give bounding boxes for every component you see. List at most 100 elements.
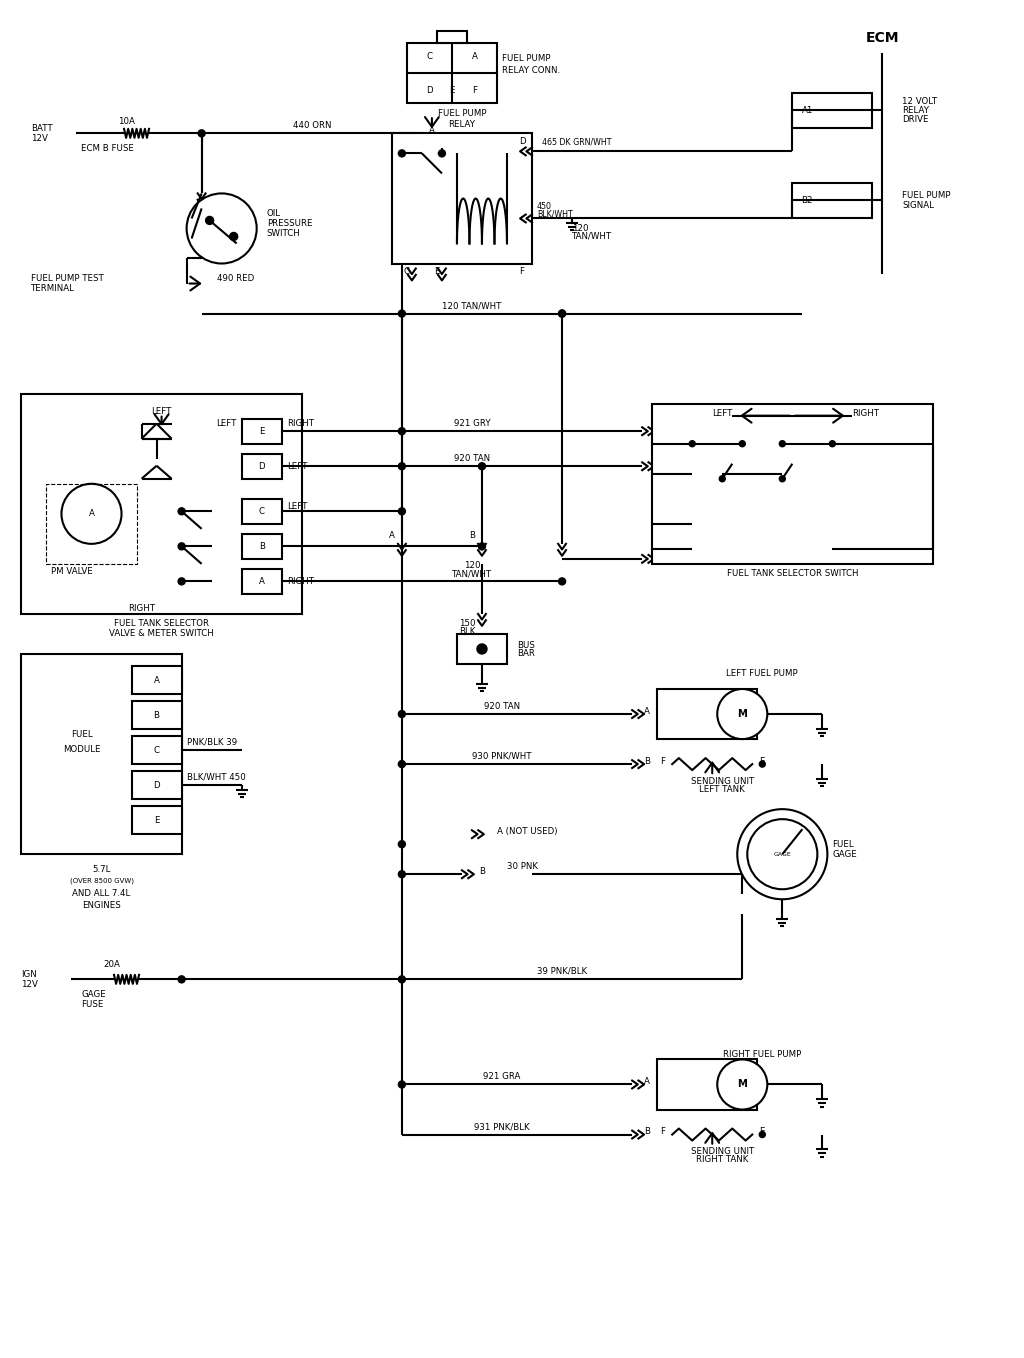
Text: RELAY: RELAY: [449, 120, 475, 129]
Circle shape: [478, 463, 485, 470]
Text: 921 GRA: 921 GRA: [483, 1071, 520, 1081]
Text: MODULE: MODULE: [62, 744, 100, 754]
Text: FUEL: FUEL: [71, 729, 92, 739]
Circle shape: [558, 579, 565, 585]
Text: M: M: [737, 1080, 748, 1089]
Text: GAGE: GAGE: [82, 990, 106, 999]
Circle shape: [398, 870, 406, 877]
Text: AND ALL 7.4L: AND ALL 7.4L: [73, 888, 131, 898]
Text: 150: 150: [459, 619, 475, 629]
Circle shape: [558, 310, 565, 316]
Bar: [437, 31, 467, 43]
Text: VALVE & METER SWITCH: VALVE & METER SWITCH: [110, 630, 214, 638]
Text: 10A: 10A: [118, 117, 135, 126]
Text: E: E: [760, 1127, 765, 1137]
Text: A1: A1: [802, 106, 813, 115]
Circle shape: [398, 463, 406, 470]
Text: A (NOT USED): A (NOT USED): [497, 827, 557, 835]
Text: A: A: [471, 52, 477, 61]
Bar: [131, 771, 181, 799]
Text: LEFT: LEFT: [152, 407, 172, 416]
Text: RELAY: RELAY: [902, 106, 930, 115]
Text: C: C: [259, 507, 264, 516]
Text: RIGHT FUEL PUMP: RIGHT FUEL PUMP: [723, 1050, 802, 1059]
Text: BATT: BATT: [32, 124, 53, 133]
Text: FUEL PUMP TEST: FUEL PUMP TEST: [32, 274, 104, 282]
Text: F: F: [519, 268, 524, 276]
Text: A: A: [389, 531, 395, 540]
Circle shape: [779, 441, 785, 447]
Text: FUEL TANK SELECTOR: FUEL TANK SELECTOR: [114, 619, 209, 629]
Circle shape: [829, 441, 836, 447]
Bar: [131, 701, 181, 729]
Circle shape: [737, 809, 827, 899]
Text: SWITCH: SWITCH: [266, 230, 300, 238]
Text: A: A: [644, 706, 650, 716]
Bar: [657, 689, 758, 739]
Text: FUEL PUMP: FUEL PUMP: [437, 109, 486, 118]
Text: 30 PNK: 30 PNK: [507, 862, 538, 870]
Text: RIGHT TANK: RIGHT TANK: [696, 1156, 749, 1164]
Circle shape: [186, 193, 257, 263]
Bar: [242, 534, 282, 559]
Text: E: E: [154, 816, 160, 824]
Text: ENGINES: ENGINES: [82, 900, 121, 910]
Text: BAR: BAR: [517, 649, 535, 659]
Circle shape: [477, 644, 487, 655]
Circle shape: [558, 310, 565, 316]
Circle shape: [398, 710, 406, 717]
Text: TAN/WHT: TAN/WHT: [572, 232, 612, 240]
Text: ECM: ECM: [865, 31, 899, 45]
Text: B: B: [259, 542, 264, 551]
Text: PRESSURE: PRESSURE: [266, 219, 312, 228]
Text: B: B: [644, 1127, 650, 1137]
Text: D: D: [154, 781, 160, 789]
Text: C: C: [403, 268, 410, 276]
Text: B: B: [154, 710, 160, 720]
Text: LEFT FUEL PUMP: LEFT FUEL PUMP: [726, 669, 798, 679]
Text: 930 PNK/WHT: 930 PNK/WHT: [472, 751, 531, 760]
Text: 120 TAN/WHT: 120 TAN/WHT: [442, 301, 502, 310]
Bar: [131, 807, 181, 834]
Bar: [242, 569, 282, 593]
Text: (OVER 8500 GVW): (OVER 8500 GVW): [70, 879, 133, 884]
Bar: [407, 43, 497, 103]
Circle shape: [206, 216, 214, 224]
Text: LEFT: LEFT: [287, 502, 307, 512]
Circle shape: [398, 310, 406, 316]
Text: BUS: BUS: [517, 641, 535, 650]
Circle shape: [398, 841, 406, 847]
Text: A: A: [259, 577, 264, 585]
Text: B: B: [469, 531, 475, 540]
Circle shape: [689, 441, 695, 447]
Text: 12V: 12V: [22, 980, 38, 989]
Circle shape: [229, 232, 238, 240]
Text: 450: 450: [537, 202, 552, 210]
Text: B: B: [479, 866, 485, 876]
Bar: [22, 394, 302, 614]
Bar: [457, 634, 507, 664]
Circle shape: [717, 689, 767, 739]
Text: FUSE: FUSE: [82, 999, 103, 1009]
Text: 120: 120: [464, 561, 480, 570]
Text: FUEL: FUEL: [833, 839, 854, 849]
Text: RIGHT: RIGHT: [128, 604, 155, 614]
Text: D: D: [519, 137, 525, 145]
Text: 490 RED: 490 RED: [217, 274, 254, 282]
Circle shape: [478, 543, 485, 550]
Text: LEFT: LEFT: [712, 409, 732, 418]
Text: E: E: [434, 268, 439, 276]
Text: RELAY CONN.: RELAY CONN.: [502, 65, 560, 75]
Text: D: D: [426, 86, 433, 95]
Text: E: E: [450, 86, 455, 95]
Bar: [46, 483, 136, 564]
Circle shape: [398, 508, 406, 515]
Text: GAGE: GAGE: [773, 851, 792, 857]
Bar: [242, 418, 282, 444]
Text: M: M: [737, 709, 748, 718]
Text: BLK: BLK: [459, 627, 475, 637]
Bar: [22, 655, 181, 854]
Circle shape: [61, 483, 122, 543]
Text: A: A: [644, 1077, 650, 1086]
Text: OIL: OIL: [266, 209, 281, 217]
